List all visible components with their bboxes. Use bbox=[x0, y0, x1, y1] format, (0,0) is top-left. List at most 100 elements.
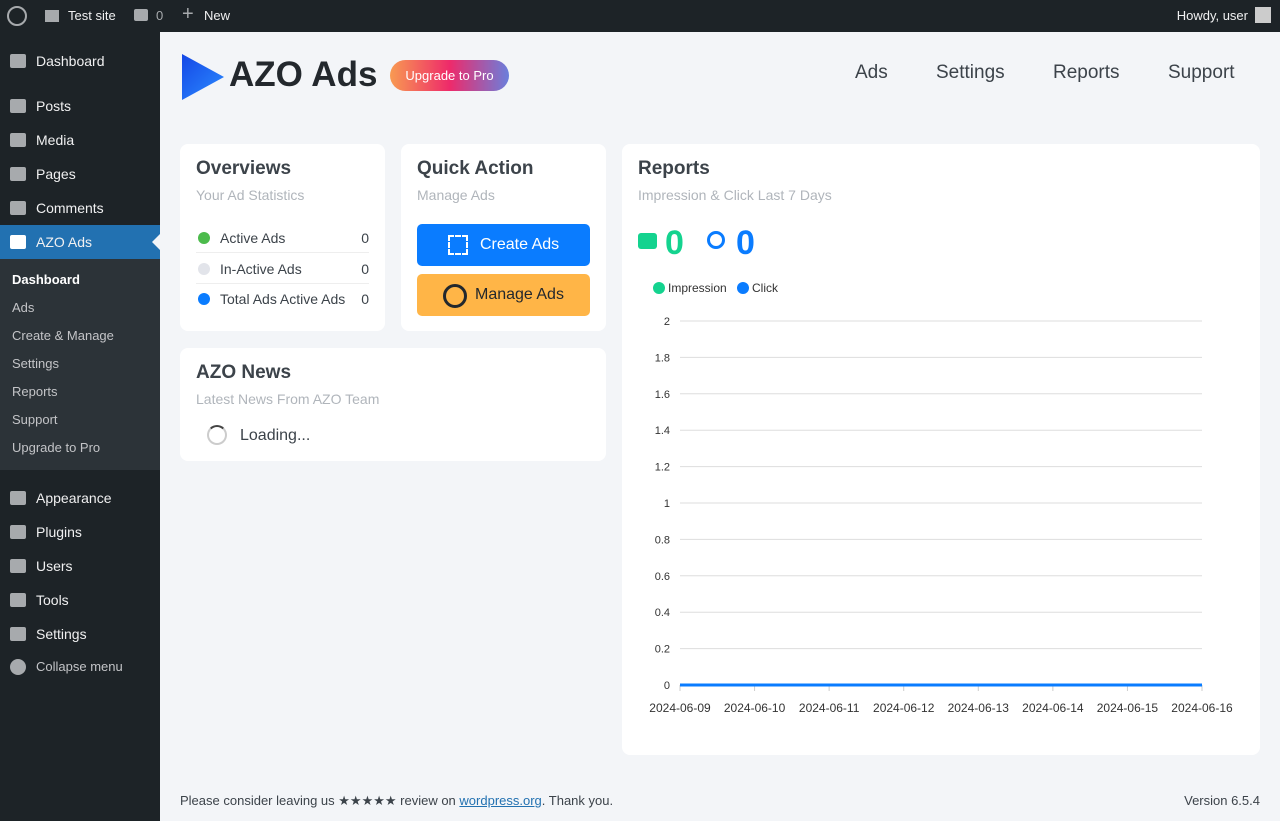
submenu-item[interactable]: Ads bbox=[12, 300, 35, 315]
admin-bar bbox=[0, 0, 1280, 32]
footer-text: Please consider leaving us ★★★★★ review … bbox=[180, 793, 613, 809]
active-arrow bbox=[152, 234, 160, 250]
comment-count[interactable]: 0 bbox=[156, 8, 164, 23]
row-value: 0 bbox=[361, 260, 369, 277]
menu-icon bbox=[10, 54, 26, 68]
y-tick-label: 2 bbox=[664, 316, 670, 328]
nav-link[interactable]: Reports bbox=[1053, 62, 1120, 83]
impression-icon bbox=[638, 233, 657, 249]
create-ads-button[interactable]: Create Ads bbox=[417, 224, 590, 266]
y-tick-label: 1.8 bbox=[655, 352, 670, 364]
nav-link[interactable]: Settings bbox=[936, 62, 1005, 83]
legend-label: Impression bbox=[668, 281, 727, 295]
menu-item[interactable]: Pages bbox=[36, 166, 76, 182]
footer-link[interactable]: wordpress.org bbox=[459, 793, 542, 808]
reports-card bbox=[622, 144, 1260, 755]
overviews-card bbox=[180, 144, 385, 331]
row-label: In-Active Ads bbox=[220, 260, 302, 277]
loading-text: Loading... bbox=[240, 427, 311, 444]
spinner bbox=[207, 425, 227, 445]
menu-item[interactable]: Comments bbox=[36, 200, 104, 216]
card-subtitle: Manage Ads bbox=[417, 187, 495, 203]
submenu-item[interactable]: Dashboard bbox=[12, 272, 80, 287]
submenu-item[interactable]: Support bbox=[12, 412, 58, 427]
x-tick-label: 2024-06-12 bbox=[873, 701, 935, 715]
click-icon bbox=[707, 231, 725, 249]
site-link[interactable]: Test site bbox=[68, 8, 116, 23]
upgrade-button[interactable]: Upgrade to Pro bbox=[390, 60, 509, 91]
footer-after: . Thank you. bbox=[541, 793, 614, 808]
x-tick-label: 2024-06-16 bbox=[1171, 701, 1233, 715]
menu-item[interactable]: Tools bbox=[36, 592, 69, 608]
card-title: Reports bbox=[638, 158, 710, 179]
menu-icon bbox=[10, 235, 26, 249]
row-value: 0 bbox=[361, 291, 369, 307]
submenu-item[interactable]: Upgrade to Pro bbox=[12, 440, 101, 455]
news-card bbox=[180, 348, 606, 461]
y-tick-label: 0.6 bbox=[655, 571, 670, 583]
footer-before: Please consider leaving us ★★★★★ review … bbox=[180, 793, 460, 808]
menu-item[interactable]: Settings bbox=[36, 626, 87, 642]
card-subtitle: Impression & Click Last 7 Days bbox=[638, 187, 832, 203]
card-subtitle: Latest News From AZO Team bbox=[196, 391, 380, 407]
menu-item[interactable]: Appearance bbox=[36, 490, 112, 506]
new-link[interactable]: New bbox=[204, 8, 231, 23]
brand-title: AZO Ads bbox=[229, 55, 378, 94]
x-tick-label: 2024-06-15 bbox=[1097, 701, 1159, 715]
y-tick-label: 1 bbox=[664, 498, 670, 510]
logo bbox=[182, 54, 224, 100]
y-tick-label: 0 bbox=[664, 680, 670, 692]
menu-icon bbox=[10, 627, 26, 641]
chart: 0 0.2 0.4 0.6 0.8 1 1.2 1.4 1.6 1.8 2 2024-06-09 202… bbox=[649, 281, 1233, 715]
y-tick-label: 1.6 bbox=[655, 389, 670, 401]
menu-item[interactable]: Dashboard bbox=[36, 53, 105, 69]
card-title: AZO News bbox=[196, 362, 292, 383]
menu-item[interactable]: Users bbox=[36, 558, 73, 574]
status-dot bbox=[198, 293, 210, 305]
legend-marker bbox=[653, 282, 665, 294]
submenu-item[interactable]: Create & Manage bbox=[12, 328, 114, 343]
card-title: Quick Action bbox=[417, 158, 534, 179]
collapse-menu[interactable]: Collapse menu bbox=[36, 659, 123, 674]
submenu-item[interactable]: Settings bbox=[12, 356, 59, 371]
active-menu bbox=[0, 225, 160, 259]
click-total: 0 bbox=[736, 224, 755, 262]
legend-marker bbox=[737, 282, 749, 294]
menu-icon bbox=[10, 99, 26, 113]
row-divider bbox=[196, 252, 369, 253]
menu-icon bbox=[10, 593, 26, 607]
row-divider bbox=[196, 282, 369, 284]
collapse-icon bbox=[10, 659, 26, 675]
menu-item[interactable]: Posts bbox=[36, 98, 72, 114]
wp-logo[interactable] bbox=[7, 6, 27, 26]
submenu bbox=[0, 259, 160, 470]
howdy[interactable]: Howdy, user bbox=[1176, 8, 1248, 23]
gear-icon bbox=[443, 284, 467, 308]
status-dot bbox=[198, 232, 210, 244]
card-title: Overviews bbox=[196, 158, 292, 179]
plus-icon: + bbox=[182, 3, 194, 25]
row-label: Total Ads Active Ads bbox=[220, 291, 346, 307]
comment-icon bbox=[134, 9, 148, 21]
menu-icon bbox=[10, 525, 26, 539]
submenu-item[interactable]: Reports bbox=[12, 384, 58, 399]
menu-icon bbox=[10, 167, 26, 181]
legend-label: Click bbox=[752, 281, 779, 295]
row-label: Active Ads bbox=[220, 230, 286, 246]
impression-total: 0 bbox=[665, 224, 684, 262]
menu-item[interactable]: AZO Ads bbox=[36, 234, 93, 250]
menu-item[interactable]: Media bbox=[36, 132, 75, 148]
y-tick-label: 0.4 bbox=[655, 607, 670, 619]
menu-icon bbox=[10, 201, 26, 215]
card-subtitle: Your Ad Statistics bbox=[196, 187, 305, 203]
status-dot bbox=[198, 262, 210, 275]
y-tick-label: 0.2 bbox=[655, 644, 670, 656]
y-tick-label: 1.4 bbox=[655, 425, 670, 437]
menu-icon bbox=[10, 559, 26, 573]
nav-link[interactable]: Support bbox=[1168, 62, 1235, 83]
x-tick-label: 2024-06-09 bbox=[649, 701, 711, 715]
menu-item[interactable]: Plugins bbox=[36, 524, 82, 540]
nav-link[interactable]: Ads bbox=[855, 62, 888, 83]
menu-icon bbox=[10, 491, 26, 505]
